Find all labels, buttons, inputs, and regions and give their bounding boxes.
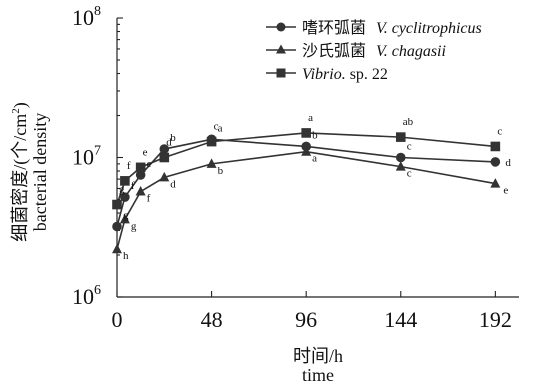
significance-label-square: ab <box>403 116 414 128</box>
y-tick-labels: 106 107 108 <box>72 4 101 309</box>
legend-label-circle-zh: 嗜环弧菌 <box>302 19 366 37</box>
y-axis-title-zh: 细菌密度/(个/cm2) <box>10 102 31 242</box>
significance-label-triangle: a <box>312 153 317 165</box>
legend-label-triangle-zh: 沙氏弧菌 <box>302 42 366 60</box>
data-point-square <box>301 128 311 138</box>
data-point-circle <box>159 144 170 154</box>
significance-label-triangle: h <box>123 250 129 262</box>
x-axis-title-en: time <box>302 365 334 385</box>
y-tick-label: 108 <box>72 4 101 30</box>
data-point-square <box>159 152 170 163</box>
significance-label-square: d <box>166 137 172 149</box>
y-axis-title-zh-end: ) <box>10 102 31 108</box>
x-axis-title-zh: 时间/h <box>293 346 343 366</box>
data-point-square <box>135 162 146 173</box>
data-point-triangle <box>135 186 146 196</box>
data-point-triangle <box>112 243 122 254</box>
data-point-circle <box>120 192 130 202</box>
y-axis-title-zh-group: 细菌密度/(个/cm2) <box>10 102 31 242</box>
significance-label-circle: a <box>218 122 223 134</box>
significance-label-square: c <box>214 121 219 133</box>
data-point-square <box>490 141 501 152</box>
legend-label-square: Vibrio. sp. 22 <box>302 66 388 83</box>
data-point-circle <box>135 170 146 180</box>
significance-label-circle: e <box>147 158 152 170</box>
y-axis-title-en-group: bacterial density <box>30 113 50 231</box>
x-tick-label: 48 <box>201 307 223 332</box>
x-tick-label: 144 <box>384 307 417 332</box>
x-tick-label: 96 <box>295 307 317 332</box>
significance-label-triangle: d <box>170 178 176 190</box>
x-tick-label: 0 <box>112 307 123 332</box>
significance-label-square: f <box>127 160 131 172</box>
legend-label-circle-en: V. cyclitrophicus <box>376 20 482 37</box>
legend-marker-circle <box>276 22 286 32</box>
y-axis-title-zh-main: 细菌密度/(个/cm <box>10 114 31 242</box>
legend: 嗜环弧菌 V. cyclitrophicus 沙氏弧菌 V. chagasii … <box>266 19 482 83</box>
significance-label-triangle: e <box>503 185 508 197</box>
series-markers <box>112 128 501 254</box>
significance-label-triangle: c <box>407 168 412 180</box>
data-point-triangle <box>159 171 170 182</box>
legend-item-square: Vibrio. sp. 22 <box>266 66 388 83</box>
data-point-circle <box>395 152 406 163</box>
significance-label-square: e <box>143 146 148 158</box>
y-axis-title-zh-sup: 2 <box>10 108 22 114</box>
x-tick-labels: 0 48 96 144 192 <box>112 307 512 332</box>
significance-label-circle: c <box>407 141 412 153</box>
significance-label-circle: f <box>131 180 135 192</box>
data-point-triangle <box>395 161 406 171</box>
y-tick-label: 107 <box>72 144 101 170</box>
legend-marker-square <box>276 68 286 78</box>
data-point-triangle <box>206 158 217 168</box>
x-tick-label: 192 <box>479 307 512 332</box>
legend-label-square-strain: sp. 22 <box>346 66 388 83</box>
legend-marker-triangle <box>276 44 286 54</box>
legend-label-triangle-en: V. chagasii <box>376 43 446 60</box>
series-line-triangle <box>116 150 496 250</box>
significance-label-circle: g <box>123 210 129 222</box>
data-point-triangle <box>119 213 130 224</box>
significance-label-circle: b <box>312 129 318 141</box>
data-point-square <box>112 199 122 210</box>
data-point-circle <box>490 157 501 167</box>
legend-item-triangle: 沙氏弧菌 V. chagasii <box>266 42 446 60</box>
significance-label-square: a <box>308 112 313 124</box>
significance-label-triangle: f <box>147 193 151 205</box>
significance-label-circle: d <box>505 157 511 169</box>
legend-label-square-genus: Vibrio. <box>302 66 346 83</box>
significance-label-triangle: g <box>131 220 137 232</box>
significance-label-square: c <box>497 125 502 137</box>
significance-label-circle: b <box>170 132 176 144</box>
data-point-triangle <box>490 178 501 188</box>
significance-label-square: g <box>119 184 125 196</box>
data-point-square <box>206 136 217 147</box>
data-point-triangle <box>301 146 312 156</box>
legend-item-circle: 嗜环弧菌 V. cyclitrophicus <box>266 19 482 37</box>
data-point-circle <box>112 221 122 232</box>
y-tick-label: 106 <box>72 283 101 309</box>
significance-label-triangle: b <box>218 165 224 177</box>
data-point-square <box>395 132 406 142</box>
data-point-square <box>120 176 130 186</box>
y-axis-title-en: bacterial density <box>30 113 50 231</box>
